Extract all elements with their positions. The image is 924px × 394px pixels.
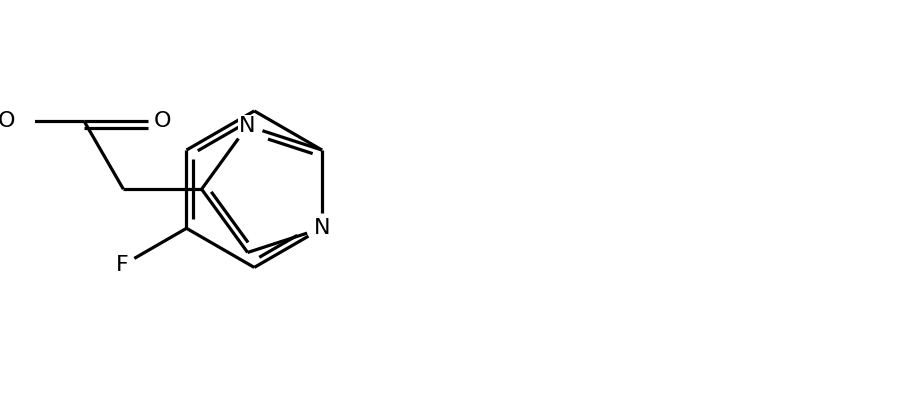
Text: F: F [116,255,128,275]
Text: N: N [239,116,256,136]
Text: N: N [314,218,330,238]
Text: O: O [0,112,15,132]
Text: O: O [153,112,171,132]
